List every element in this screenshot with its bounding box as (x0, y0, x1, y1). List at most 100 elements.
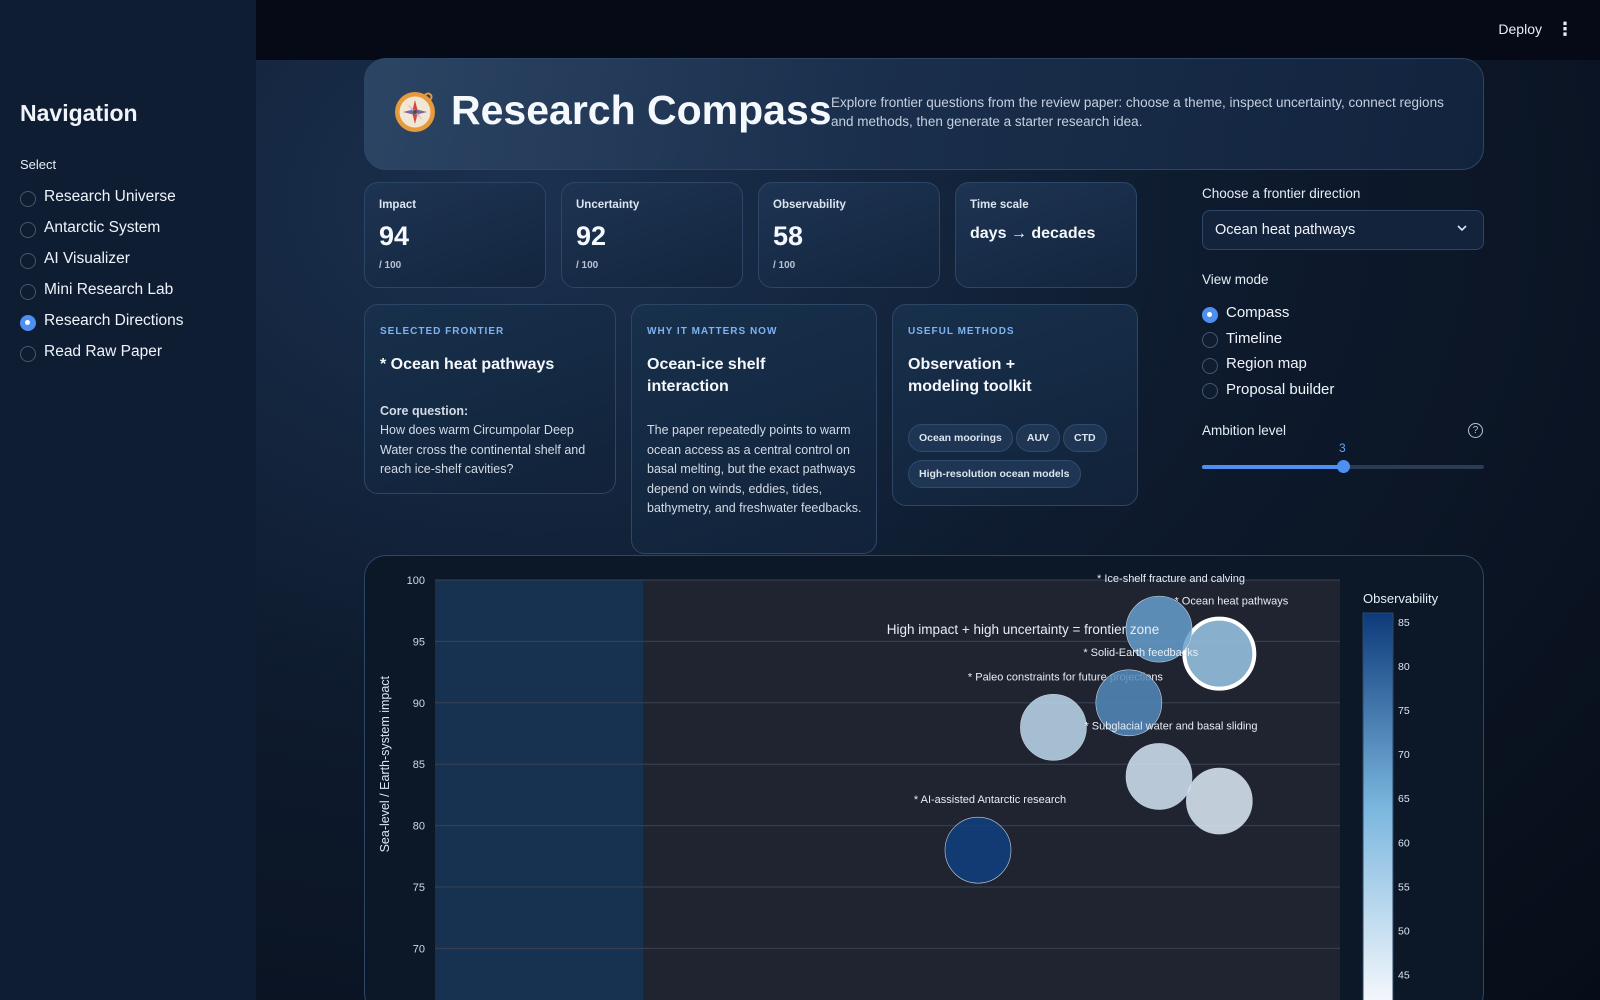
view-option-timeline[interactable]: Timeline (1202, 326, 1334, 352)
card-title: Ocean-ice shelf interaction (647, 356, 766, 395)
selected-frontier-card: SELECTED FRONTIER * Ocean heat pathways … (364, 304, 616, 494)
view-option-label: Proposal builder (1226, 380, 1335, 398)
metric-value: 58 (773, 221, 804, 251)
radio-button[interactable] (20, 314, 36, 331)
metric-value: days → decades (970, 225, 1096, 242)
top-bar: Deploy ⋮ (256, 0, 1600, 60)
radio-button[interactable] (1202, 332, 1218, 349)
colorbar-title: Observability (1363, 591, 1439, 606)
radio-button[interactable] (20, 283, 36, 300)
sidebar-item-read-raw-paper[interactable]: Read Raw Paper (20, 336, 184, 367)
data-point (1020, 694, 1087, 761)
data-point (1125, 743, 1193, 810)
sidebar-item-ai-visualizer[interactable]: AI Visualizer (20, 243, 184, 274)
data-point (1095, 669, 1163, 737)
card-kicker: WHY IT MATTERS NOW (647, 326, 778, 337)
sidebar-select-label: Select (20, 157, 57, 172)
data-point-label: * Ocean heat pathways (1174, 596, 1288, 608)
radio-button[interactable] (1202, 306, 1218, 323)
radio-button[interactable] (20, 345, 36, 362)
y-tick-label: 80 (413, 821, 425, 833)
data-point-label: * AI-assisted Antarctic research (914, 794, 1066, 806)
data-point (1125, 595, 1193, 663)
method-chip[interactable]: High-resolution ocean models (908, 460, 1081, 488)
view-option-label: Compass (1226, 304, 1290, 322)
methods-chip-list: Ocean moorings AUV CTD High-resolution ocea… (908, 424, 1128, 496)
radio-button[interactable] (1202, 383, 1218, 400)
card-kicker: SELECTED FRONTIER (380, 326, 505, 337)
y-axis-label: Sea-level / Earth-system impact (378, 675, 392, 852)
slider-thumb[interactable] (1337, 460, 1350, 473)
view-option-proposal-builder[interactable]: Proposal builder (1202, 377, 1334, 403)
method-chip[interactable]: AUV (1015, 424, 1061, 452)
metric-card-observability: Observability 58 / 100 (758, 182, 940, 288)
data-point (1182, 616, 1257, 691)
deploy-button[interactable]: Deploy (1498, 21, 1542, 37)
metric-value: 92 (576, 221, 607, 251)
y-tick-label: 75 (413, 882, 425, 894)
colorbar-tick-label: 60 (1398, 837, 1410, 849)
metric-sub: / 100 (379, 260, 402, 271)
ambition-value: 3 (1339, 441, 1346, 455)
data-point-label: * Solid-Earth feedbacks (1083, 647, 1198, 659)
colorbar-tick-label: 75 (1398, 705, 1410, 717)
help-icon[interactable]: ? (1468, 423, 1483, 438)
radio-button[interactable] (20, 190, 36, 207)
page-description: Explore frontier questions from the revi… (831, 95, 1444, 129)
slider-fill (1202, 465, 1343, 469)
colorbar-tick-label: 70 (1398, 749, 1410, 761)
frontier-direction-value: Ocean heat pathways (1215, 222, 1356, 238)
data-point (944, 816, 1012, 884)
y-tick-label: 95 (413, 636, 425, 648)
sidebar-title: Navigation (20, 100, 138, 126)
view-option-compass[interactable]: Compass (1202, 300, 1334, 326)
sidebar-item-mini-research-lab[interactable]: Mini Research Lab (20, 274, 184, 305)
sidebar-item-label: Mini Research Lab (44, 280, 174, 298)
data-point-label: * Ice-shelf fracture and calving (1097, 573, 1245, 585)
y-tick-label: 70 (413, 943, 425, 955)
sidebar-item-label: Read Raw Paper (44, 342, 163, 360)
view-option-label: Timeline (1226, 329, 1283, 347)
sidebar-item-label: Research Universe (44, 187, 176, 205)
metric-sub: / 100 (576, 260, 599, 271)
colorbar-tick-label: 55 (1398, 881, 1410, 893)
useful-methods-card: USEFUL METHODS Observation + modeling to… (892, 304, 1138, 506)
card-body: The paper repeatedly points to warm ocea… (647, 423, 862, 515)
hero-banner: Research Compass Explore frontier questi… (364, 58, 1484, 170)
page-title: Research Compass (451, 87, 832, 133)
y-tick-label: 90 (413, 698, 425, 710)
sidebar-item-label: Research Directions (44, 311, 184, 329)
card-title: Observation + modeling toolkit (908, 356, 1032, 395)
data-point (1186, 767, 1253, 835)
sidebar-item-label: Antarctic System (44, 218, 161, 236)
metric-card-uncertainty: Uncertainty 92 / 100 (561, 182, 743, 288)
sidebar: Navigation Select Research Universe Antar… (0, 0, 256, 1000)
frontier-direction-select[interactable]: Ocean heat pathways (1202, 210, 1484, 250)
ambition-slider[interactable] (1202, 460, 1484, 473)
metric-sub: / 100 (773, 260, 796, 271)
method-chip[interactable]: CTD (1063, 424, 1107, 452)
colorbar-tick-label: 45 (1398, 970, 1410, 982)
frontier-chart-panel: 70 75 80 85 90 95 100 Sea-level / Earth-system … (364, 555, 1484, 1000)
why-it-matters-card: WHY IT MATTERS NOW Ocean-ice shelf inter… (631, 304, 877, 554)
metric-card-time-scale: Time scale days → decades (955, 182, 1137, 288)
radio-button[interactable] (20, 252, 36, 269)
metric-label: Impact (379, 199, 417, 211)
sidebar-item-research-universe[interactable]: Research Universe (20, 181, 184, 212)
sidebar-item-research-directions[interactable]: Research Directions (20, 305, 184, 336)
colorbar (1362, 612, 1394, 1000)
radio-button[interactable] (1202, 357, 1218, 374)
method-chip[interactable]: Ocean moorings (908, 424, 1013, 452)
metric-label: Observability (773, 199, 846, 211)
compass-icon (393, 89, 437, 138)
metric-value: 94 (379, 221, 410, 251)
metric-label: Time scale (970, 199, 1029, 211)
sidebar-item-antarctic-system[interactable]: Antarctic System (20, 212, 184, 243)
chevron-down-icon (1455, 221, 1469, 238)
colorbar-tick-label: 80 (1398, 661, 1410, 673)
colorbar-tick-label: 65 (1398, 793, 1410, 805)
radio-button[interactable] (20, 221, 36, 238)
view-option-region-map[interactable]: Region map (1202, 351, 1334, 377)
card-kicker: USEFUL METHODS (908, 326, 1015, 337)
kebab-menu-icon[interactable]: ⋮ (1556, 19, 1574, 39)
